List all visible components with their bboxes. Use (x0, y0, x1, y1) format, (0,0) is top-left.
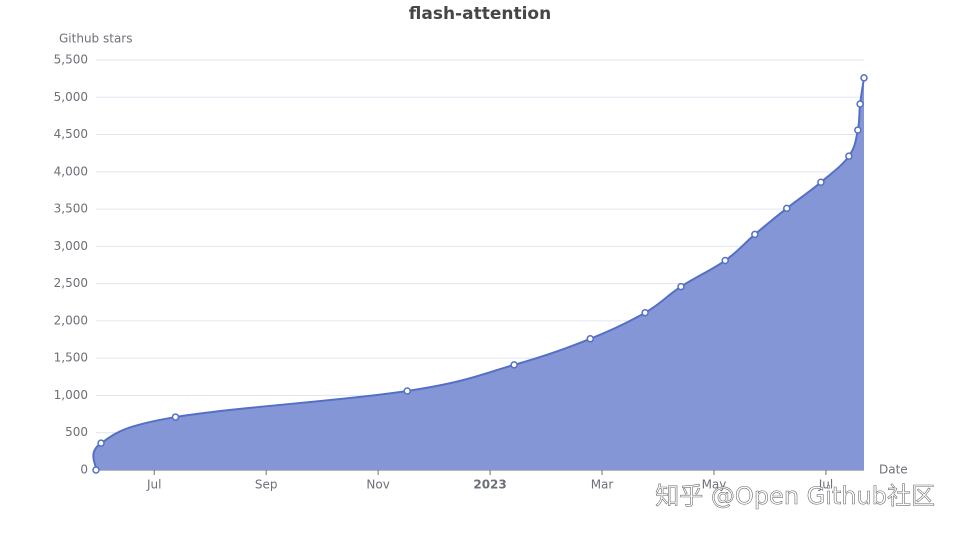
x-tick-label: Sep (255, 478, 278, 492)
y-tick-label: 500 (65, 425, 88, 439)
y-tick-label: 1,500 (54, 351, 88, 365)
y-axis-label: Github stars (59, 32, 132, 46)
y-tick-label: 3,500 (54, 202, 88, 216)
y-tick-label: 5,000 (54, 90, 88, 104)
x-axis-label: Date (879, 463, 908, 477)
point (721, 256, 729, 265)
point (171, 413, 180, 421)
y-tick-label: 1,000 (54, 388, 88, 402)
chart-title: flash-attention (409, 4, 551, 24)
point (97, 439, 105, 447)
point (510, 361, 518, 369)
x-tick-label: Mar (591, 478, 614, 492)
watermark: 知乎 @Open Github社区 (655, 482, 935, 510)
point (817, 178, 825, 187)
y-tick-label: 5,500 (54, 53, 88, 67)
point (854, 126, 862, 134)
point (856, 100, 864, 108)
point (845, 152, 853, 160)
line (92, 77, 865, 471)
y-tick-label: 2,500 (54, 276, 88, 290)
y-tick-label: 4,500 (54, 127, 88, 141)
x-tick-label: Jul (146, 478, 161, 492)
x-tick-label: May (702, 478, 727, 492)
y-tick-label: 0 (80, 463, 88, 477)
y-tick-label: 4,000 (54, 164, 88, 178)
x-tick-label: 2023 (473, 478, 506, 492)
x-tick-label: Nov (366, 478, 389, 492)
y-tick-label: 3,000 (54, 239, 88, 253)
point (92, 466, 100, 474)
point (641, 308, 649, 317)
area (93, 77, 865, 471)
point (677, 282, 685, 291)
point (751, 230, 759, 239)
point (586, 335, 595, 343)
point (783, 204, 791, 213)
y-tick-label: 2,000 (54, 313, 88, 327)
point (403, 387, 411, 395)
x-tick-label: Jul (818, 478, 833, 492)
point (860, 74, 868, 82)
